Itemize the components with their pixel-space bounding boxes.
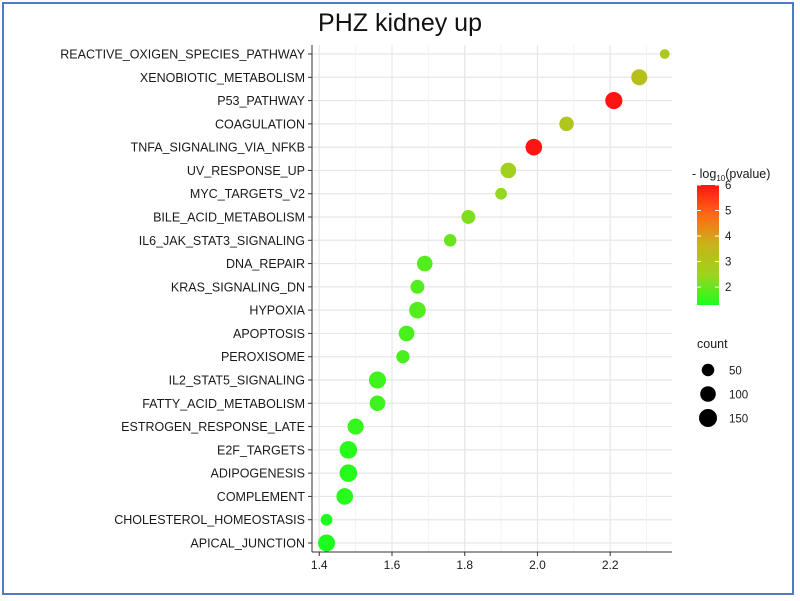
- grid-lines: [312, 45, 672, 552]
- color-scale-label: 4: [725, 231, 732, 243]
- category-label: P53_PATHWAY: [217, 94, 305, 108]
- category-label: APICAL_JUNCTION: [190, 537, 305, 551]
- color-legend: - log10(pvalue) 6 5 4 3 2: [692, 167, 770, 305]
- data-point: [339, 464, 358, 482]
- size-legend-label: 150: [729, 414, 748, 426]
- x-tick-label: 1.8: [456, 558, 473, 572]
- size-legend-dot: [700, 386, 716, 402]
- data-point: [398, 325, 415, 342]
- data-point: [631, 69, 648, 86]
- data-point: [317, 534, 336, 552]
- data-point: [347, 418, 364, 435]
- data-point: [368, 371, 387, 389]
- data-point: [336, 488, 354, 505]
- category-label: UV_RESPONSE_UP: [187, 164, 305, 178]
- category-label: FATTY_ACID_METABOLISM: [142, 397, 305, 411]
- data-point: [410, 279, 425, 294]
- category-label: BILE_ACID_METABOLISM: [153, 211, 305, 225]
- data-point: [461, 210, 476, 224]
- category-label: ADIPOGENESIS: [211, 467, 305, 481]
- data-point: [559, 116, 574, 132]
- x-axis: 1.4 1.6 1.8 2.0 2.2: [311, 551, 672, 572]
- data-point: [409, 301, 426, 319]
- data-point: [339, 441, 358, 459]
- data-points: [317, 49, 670, 552]
- data-point: [500, 162, 517, 179]
- size-legend-label: 100: [729, 390, 748, 402]
- color-scale-label: 3: [725, 257, 731, 269]
- x-tick-label: 1.4: [311, 558, 328, 572]
- category-label: PEROXISOME: [221, 350, 305, 364]
- size-legend-dot: [699, 409, 717, 427]
- category-label: REACTIVE_OXIGEN_SPECIES_PATHWAY: [60, 48, 305, 62]
- color-legend-title: - log10(pvalue): [692, 167, 770, 183]
- category-labels: REACTIVE_OXIGEN_SPECIES_PATHWAY XENOBIOTI…: [60, 45, 313, 552]
- color-scale-label: 2: [725, 282, 731, 294]
- category-label: APOPTOSIS: [233, 327, 305, 341]
- data-point: [416, 255, 433, 272]
- x-tick-label: 2.2: [602, 558, 619, 572]
- data-point: [369, 395, 386, 412]
- data-point: [659, 49, 670, 59]
- size-legend: count 50 100 150: [697, 337, 748, 427]
- color-scale-bar: [697, 185, 719, 305]
- category-label: IL2_STAT5_SIGNALING: [169, 374, 305, 388]
- category-label: COMPLEMENT: [217, 490, 306, 504]
- category-label: COAGULATION: [215, 117, 305, 131]
- category-label: E2F_TARGETS: [217, 443, 305, 457]
- data-point: [495, 187, 507, 200]
- figure-frame: [2, 2, 794, 595]
- data-point: [396, 350, 410, 364]
- category-label: HYPOXIA: [249, 304, 305, 318]
- color-scale-label: 6: [725, 180, 731, 192]
- color-scale-label: 5: [725, 206, 731, 218]
- category-label: ESTROGEN_RESPONSE_LATE: [121, 420, 305, 434]
- category-label: KRAS_SIGNALING_DN: [171, 280, 305, 294]
- plot-panel: [312, 45, 672, 552]
- category-label: MYC_TARGETS_V2: [190, 187, 305, 201]
- size-legend-label: 50: [729, 366, 742, 378]
- x-tick-label: 2.0: [529, 558, 546, 572]
- x-tick-label: 1.6: [384, 558, 401, 572]
- data-point: [320, 513, 333, 526]
- category-label: IL6_JAK_STAT3_SIGNALING: [139, 234, 305, 248]
- size-legend-title: count: [697, 337, 728, 351]
- data-point: [525, 138, 543, 156]
- category-label: XENOBIOTIC_METABOLISM: [140, 71, 305, 85]
- data-point: [443, 234, 457, 247]
- size-legend-dot: [701, 363, 715, 377]
- category-label: TNFA_SIGNALING_VIA_NFKB: [131, 141, 305, 155]
- chart-title: PHZ kidney up: [318, 9, 482, 37]
- data-point: [605, 92, 623, 110]
- category-label: DNA_REPAIR: [226, 257, 305, 271]
- category-label: CHOLESTEROL_HOMEOSTASIS: [114, 513, 305, 527]
